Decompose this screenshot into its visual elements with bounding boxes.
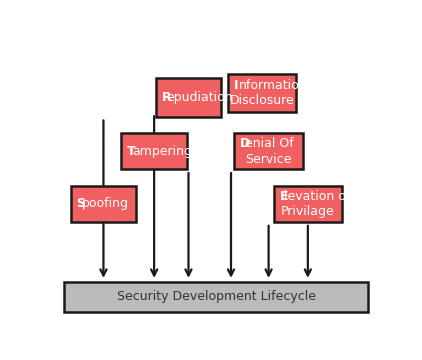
Bar [122,133,187,169]
Bar [156,78,221,117]
Text: Service: Service [245,153,292,166]
Text: D: D [240,137,250,150]
Bar [228,74,296,112]
Text: enial Of: enial Of [245,137,294,150]
Text: E: E [279,190,288,203]
Text: epudiation: epudiation [167,91,233,104]
Text: ampering: ampering [132,145,192,158]
Bar [234,133,303,169]
Text: R: R [162,91,171,104]
Text: S: S [77,198,86,211]
Text: I: I [234,79,238,92]
Bar [64,282,368,312]
Text: Disclosure: Disclosure [230,94,295,107]
Text: Privilage: Privilage [281,205,335,218]
Text: nformation: nformation [238,79,307,92]
Bar [71,186,136,222]
Bar [273,186,342,222]
Text: Security Development Lifecycle: Security Development Lifecycle [117,290,316,303]
Text: T: T [127,145,136,158]
Text: poofing: poofing [81,198,129,211]
Text: levation of: levation of [284,190,351,203]
